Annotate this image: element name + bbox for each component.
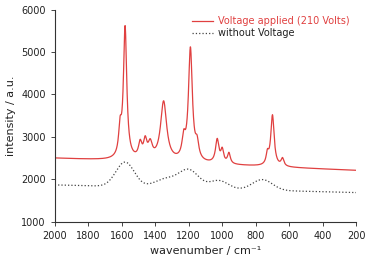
without Voltage [117,165,121,168]
Y-axis label: intensity / a.u.: intensity / a.u. [6,75,16,156]
without Voltage [123,161,127,164]
Voltage applied (210 Volts) [53,156,57,160]
Voltage applied (210 Volts) [165,132,170,135]
Voltage applied (210 Volts) [177,150,182,153]
Voltage applied (210 Volts) [259,162,263,166]
without Voltage [259,178,263,181]
Voltage applied (210 Volts) [123,24,127,27]
Line: without Voltage: without Voltage [55,162,356,193]
X-axis label: wavenumber / cm⁻¹: wavenumber / cm⁻¹ [150,247,261,256]
Voltage applied (210 Volts) [176,151,180,154]
Voltage applied (210 Volts) [70,157,74,160]
Voltage applied (210 Volts) [354,169,358,172]
without Voltage [177,171,182,174]
Legend: Voltage applied (210 Volts), without Voltage: Voltage applied (210 Volts), without Vol… [190,14,351,40]
without Voltage [70,184,74,187]
without Voltage [354,191,358,194]
without Voltage [176,172,180,175]
Voltage applied (210 Volts) [117,126,121,129]
without Voltage [53,183,57,187]
Line: Voltage applied (210 Volts): Voltage applied (210 Volts) [55,26,356,170]
without Voltage [165,176,170,179]
